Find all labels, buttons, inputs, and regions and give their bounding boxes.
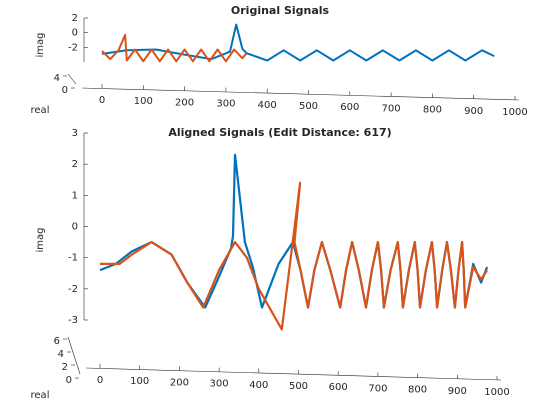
y-tick-label: 2 <box>72 13 78 24</box>
y-tick-label: -1 <box>68 253 78 264</box>
x-tick-label: 200 <box>175 97 194 108</box>
y-tick-label: 0 <box>72 28 78 39</box>
x-tick-label: 1000 <box>502 107 527 118</box>
x-tick-label: 500 <box>299 101 318 112</box>
chart-title: Original Signals <box>231 4 330 17</box>
x-tick-label: 900 <box>448 386 467 397</box>
x-tick-label: 200 <box>170 377 189 388</box>
x-tick-label: 0 <box>99 95 105 106</box>
chart-title: Aligned Signals (Edit Distance: 617) <box>168 126 391 139</box>
x-tick-label: 700 <box>368 383 387 394</box>
series-line <box>101 23 495 62</box>
z-axis <box>67 73 77 85</box>
series-line <box>100 181 489 331</box>
x-tick-label: 300 <box>216 99 235 110</box>
x-tick-label: 400 <box>249 380 268 391</box>
x-tick-label: 0 <box>97 375 103 386</box>
x-tick-label: 1000 <box>484 387 509 398</box>
y-axis-label: imag <box>35 228 46 253</box>
x-tick-label: 900 <box>464 106 483 117</box>
x-tick-label: 800 <box>408 385 427 396</box>
x-tick-label: 100 <box>130 376 149 387</box>
y-tick-label: -2 <box>68 284 78 295</box>
x-axis-label: real <box>31 105 50 116</box>
x-tick-label: 100 <box>134 96 153 107</box>
x-tick-label: 600 <box>340 102 359 113</box>
x-tick-label: 300 <box>210 379 229 390</box>
x-axis <box>85 367 502 381</box>
z-axis <box>67 336 81 375</box>
y-tick-label: -2 <box>68 42 78 53</box>
x-axis-label: real <box>31 390 50 401</box>
x-tick-label: 500 <box>289 381 308 392</box>
z-tick-label: 0 <box>66 375 72 386</box>
y-tick-label: 2 <box>72 159 78 170</box>
y-tick-label: 1 <box>72 190 78 201</box>
z-tick-label: 0 <box>62 85 68 96</box>
y-tick-label: 3 <box>72 128 78 139</box>
x-tick-label: 800 <box>423 105 442 116</box>
series-line <box>101 33 248 63</box>
y-tick-label: 0 <box>72 222 78 233</box>
z-tick-label: 2 <box>62 362 68 373</box>
y-axis-label: imag <box>35 33 46 58</box>
z-tick-label: 4 <box>54 73 60 84</box>
x-tick-label: 600 <box>329 382 348 393</box>
x-tick-label: 700 <box>382 103 401 114</box>
x-tick-label: 400 <box>258 100 277 111</box>
x-axis <box>81 87 520 101</box>
z-tick-label: 6 <box>54 336 60 347</box>
y-tick-label: -3 <box>68 315 78 326</box>
z-tick-label: 4 <box>58 349 64 360</box>
